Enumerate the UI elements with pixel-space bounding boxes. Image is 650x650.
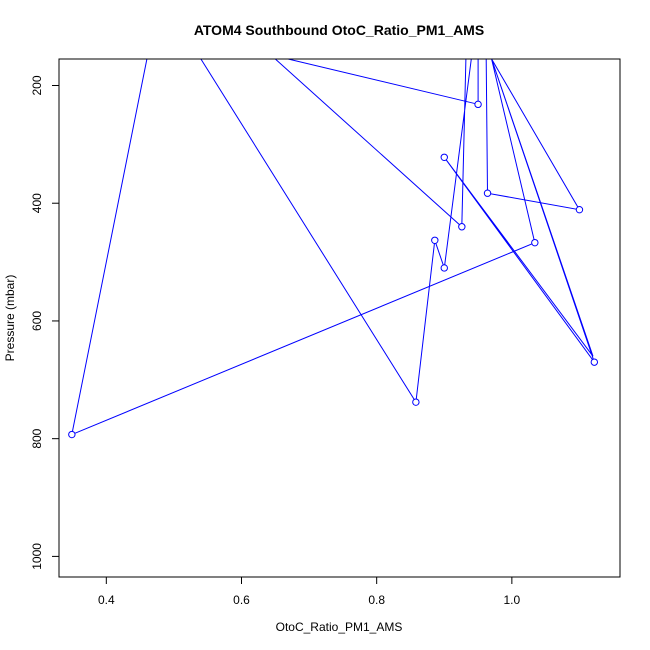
- series-line: [71, 59, 595, 436]
- y-tick-label: 1000: [30, 543, 44, 570]
- y-tick-label: 400: [30, 193, 44, 213]
- plot-area: [58, 58, 621, 578]
- data-point: [483, 189, 492, 197]
- y-axis: 200 400 600 800 1000: [30, 75, 60, 570]
- y-tick-label: 800: [30, 428, 44, 448]
- data-point: [575, 205, 584, 214]
- y-axis-label: Pressure (mbar): [3, 275, 17, 362]
- y-tick-label: 600: [30, 311, 44, 331]
- y-tick-label: 200: [30, 75, 44, 95]
- x-tick-label: 0.4: [98, 593, 115, 607]
- data-point: [440, 264, 448, 272]
- data-point: [458, 223, 466, 231]
- x-tick-label: 0.8: [368, 593, 385, 607]
- data-point: [440, 153, 448, 162]
- x-axis: 0.4 0.6 0.8 1.0: [98, 576, 521, 607]
- plot-frame: [58, 58, 621, 578]
- chart-title: ATOM4 Southbound OtoC_Ratio_PM1_AMS: [194, 22, 484, 38]
- data-point: [431, 236, 439, 245]
- x-axis-label: OtoC_Ratio_PM1_AMS: [276, 620, 403, 634]
- x-tick-label: 1.0: [504, 593, 521, 607]
- data-point: [531, 238, 539, 247]
- series-0: [68, 59, 599, 439]
- data-point: [412, 398, 420, 406]
- x-tick-label: 0.6: [233, 593, 250, 607]
- data-point: [590, 358, 599, 366]
- data-point: [68, 430, 76, 439]
- data-point: [474, 100, 482, 109]
